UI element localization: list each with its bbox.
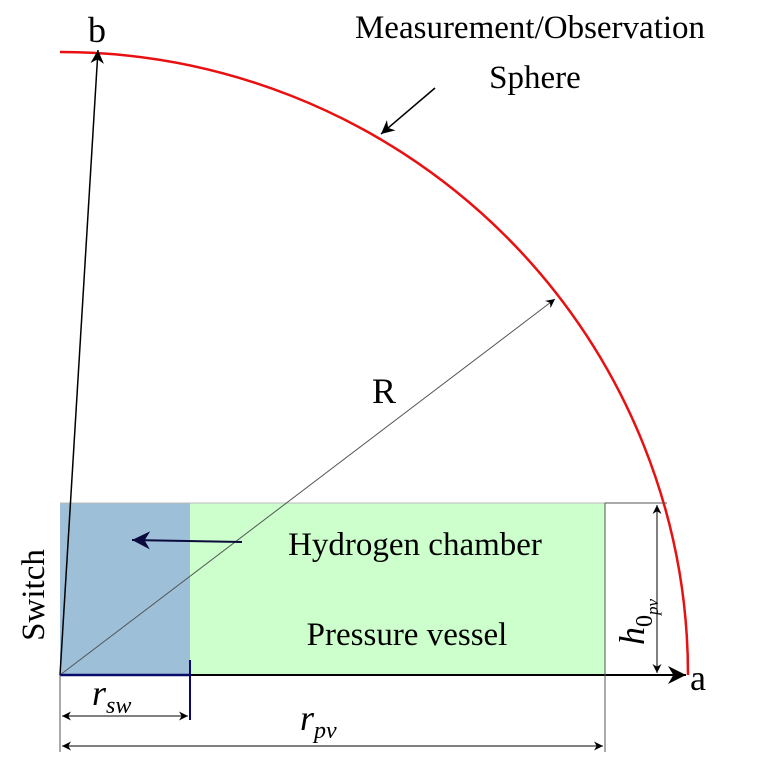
symbol: r: [92, 673, 107, 713]
radius-to-b: [59, 49, 104, 676]
pressure-vessel-area: [190, 503, 605, 675]
sphere-label-2: Sphere: [489, 60, 581, 96]
hydrogen-chamber-area: [60, 503, 190, 675]
pressure-vessel-label: Pressure vessel: [307, 617, 508, 653]
symbol: h: [612, 627, 652, 645]
sphere-label-1: Measurement/Observation: [355, 10, 705, 46]
label-r: R: [372, 371, 396, 411]
symbol: r: [300, 698, 315, 738]
r-pv-label: rpv: [300, 698, 337, 744]
subsubscript: pv: [643, 599, 662, 617]
sphere-pointer: [380, 87, 436, 135]
subscript: 0: [632, 615, 658, 627]
hydrogen-chamber-label: Hydrogen chamber: [288, 527, 542, 563]
h-label: h0pv: [612, 599, 662, 646]
observation-sphere: [59, 50, 690, 676]
r-sw-label: rsw: [92, 673, 131, 719]
subscript: sw: [106, 693, 131, 719]
label-b: b: [88, 10, 106, 50]
label-a: a: [690, 658, 706, 698]
hydrogen-pointer: [131, 531, 243, 550]
switch-label: Switch: [16, 549, 52, 641]
radius-r: [59, 298, 556, 676]
subscript: pv: [312, 718, 337, 744]
